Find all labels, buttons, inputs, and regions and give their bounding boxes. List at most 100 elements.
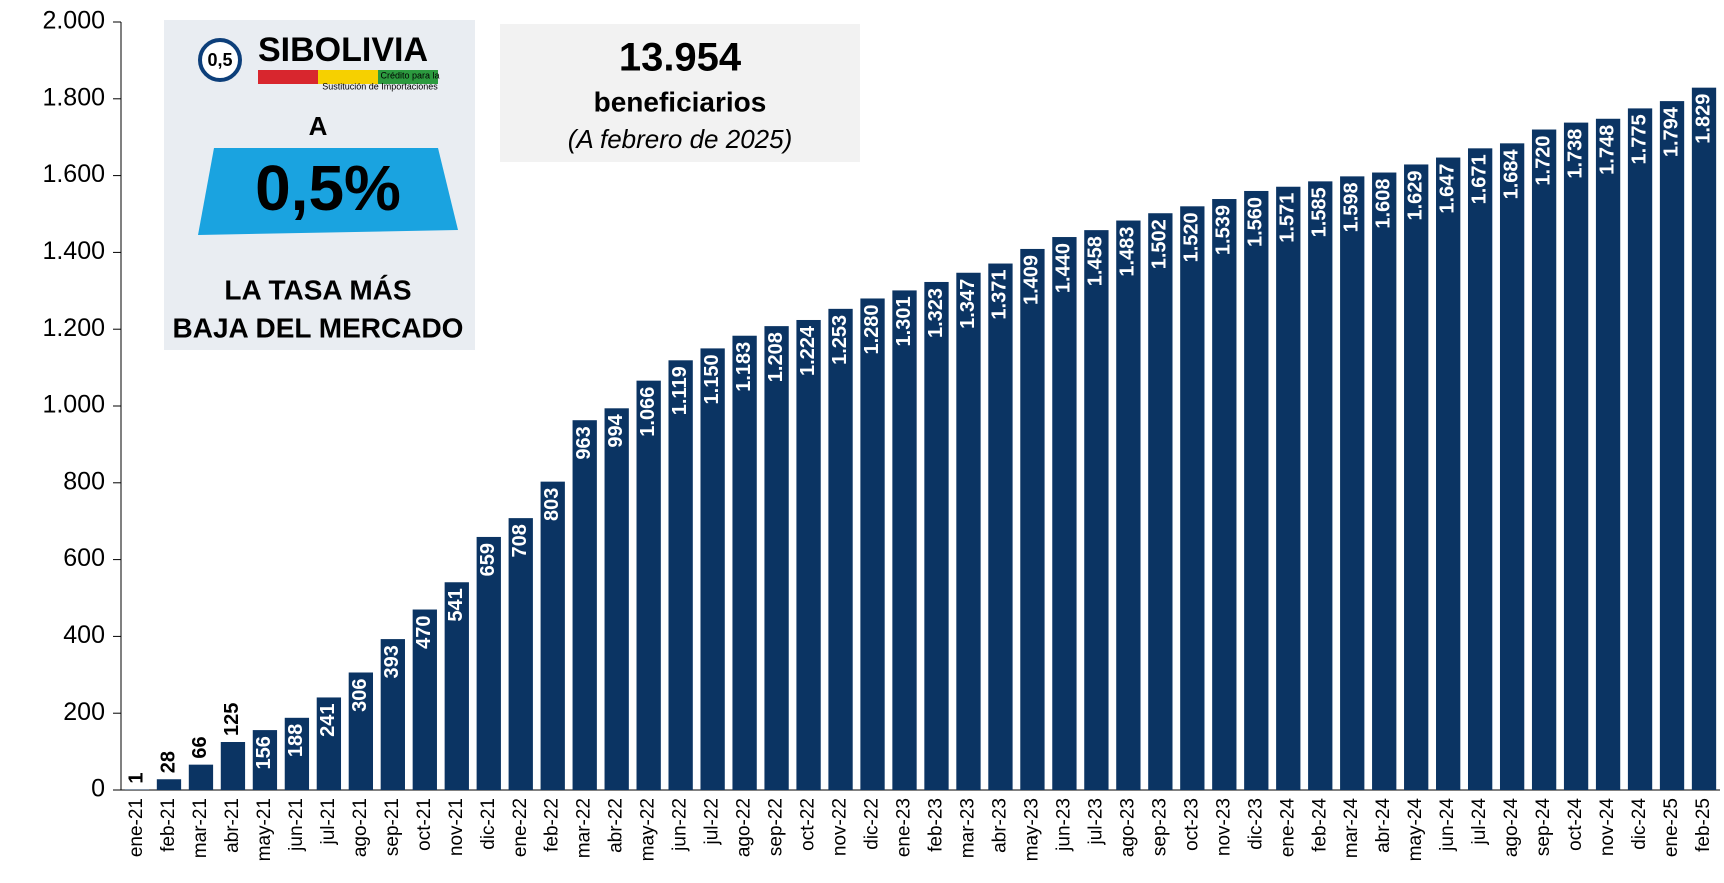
x-tick-label: oct-21: [414, 798, 435, 851]
badge-text: 0,5%: [255, 152, 401, 224]
data-label: 125: [221, 703, 243, 736]
bar: [1212, 199, 1237, 791]
data-label: 66: [189, 736, 211, 758]
bar: [348, 672, 374, 790]
bar: [1372, 172, 1397, 790]
data-label: 241: [317, 703, 339, 736]
data-label: 1.775: [1628, 114, 1650, 164]
y-tick-label: 1.600: [42, 160, 105, 188]
data-label: 1.409: [1021, 255, 1043, 305]
data-label: 1.224: [797, 325, 819, 376]
data-label: 1.684: [1500, 148, 1522, 199]
y-tick-label: 1.200: [42, 314, 105, 342]
y-tick-label: 200: [63, 698, 105, 726]
bar: [1531, 129, 1557, 790]
x-tick-label: mar-22: [574, 798, 595, 858]
x-tick-label: mar-21: [190, 798, 211, 858]
data-label: 1.347: [957, 279, 979, 329]
bar: [828, 308, 853, 790]
x-tick-label: sep-22: [766, 798, 787, 856]
bar: [1404, 164, 1429, 791]
data-label: 306: [349, 678, 371, 711]
bar: [924, 281, 949, 790]
x-tick-label: nov-24: [1597, 798, 1618, 857]
data-label: 1.598: [1341, 182, 1363, 232]
x-tick-label: ene-22: [510, 798, 531, 857]
badge-text: SIBOLIVIA: [258, 31, 428, 69]
bar: [444, 582, 469, 790]
summary-bg: [500, 24, 860, 162]
data-label: 1.483: [1117, 227, 1139, 277]
data-label: 1.720: [1532, 136, 1554, 186]
x-tick-label: ago-24: [1501, 798, 1522, 858]
bar: [1244, 190, 1269, 790]
bar: [700, 348, 725, 790]
summary-note: (A febrero de 2025): [568, 124, 793, 154]
x-tick-label: abr-21: [222, 798, 243, 853]
data-label: 803: [541, 488, 563, 521]
x-tick-label: may-21: [254, 798, 275, 861]
x-tick-label: abr-22: [606, 798, 627, 853]
data-label: 470: [413, 616, 435, 649]
bar: [1436, 157, 1461, 790]
x-tick-label: ago-23: [1117, 798, 1138, 857]
bar: [1084, 230, 1109, 791]
bar: [380, 639, 405, 790]
data-label: 1.748: [1596, 125, 1618, 175]
data-label: 1.502: [1149, 219, 1171, 269]
y-tick-label: 2.000: [42, 7, 105, 35]
bar: [1020, 248, 1045, 791]
bar: [508, 518, 533, 790]
data-label: 659: [477, 543, 499, 576]
data-label: 1.323: [925, 288, 947, 338]
x-tick-label: ago-21: [350, 798, 371, 857]
bar: [1627, 108, 1653, 790]
bar: [1691, 87, 1717, 790]
x-tick-label: nov-22: [830, 798, 851, 856]
x-tick-label: jul-24: [1469, 798, 1490, 846]
x-tick-label: dic-21: [478, 798, 499, 850]
x-tick-label: feb-21: [158, 798, 179, 852]
x-tick-label: jul-23: [1085, 798, 1106, 845]
bar: [1499, 143, 1525, 790]
data-label: 1.440: [1053, 243, 1075, 293]
x-tick-label: feb-23: [926, 798, 947, 852]
x-tick-label: mar-24: [1341, 798, 1362, 859]
x-tick-label: ene-24: [1277, 798, 1298, 858]
y-tick-label: 400: [63, 621, 105, 649]
badge-stripe: [258, 70, 318, 84]
data-label: 1.208: [765, 332, 787, 382]
bar: [796, 319, 821, 790]
x-tick-label: may-22: [638, 798, 659, 861]
data-label: 1.560: [1245, 197, 1267, 247]
x-tick-label: feb-25: [1693, 798, 1714, 852]
x-tick-label: jun-23: [1053, 798, 1074, 852]
data-label: 1.571: [1277, 193, 1299, 243]
x-tick-label: jul-22: [702, 798, 723, 845]
x-tick-label: may-24: [1405, 798, 1426, 862]
x-tick-label: oct-22: [798, 798, 819, 851]
badge-text: Crédito para la: [380, 70, 439, 80]
x-tick-label: dic-22: [862, 798, 883, 850]
x-tick-label: abr-24: [1373, 798, 1394, 853]
data-label: 1.738: [1564, 129, 1586, 179]
x-tick-label: jun-24: [1437, 798, 1458, 852]
data-label: 1.520: [1181, 212, 1203, 262]
data-label: 28: [157, 751, 179, 773]
summary-total: 13.954: [619, 36, 742, 80]
badge-text: Sustitución de Importaciones: [322, 81, 438, 91]
data-label: 1.253: [829, 315, 851, 365]
data-label: 1.458: [1085, 236, 1107, 286]
bar: [1052, 237, 1077, 791]
bar: [988, 263, 1013, 790]
bar: [604, 408, 629, 790]
data-label: 1.629: [1404, 170, 1426, 220]
bar: [860, 298, 885, 790]
bar: [892, 290, 917, 790]
y-tick-label: 600: [63, 544, 105, 572]
bar: [252, 730, 278, 790]
x-tick-label: feb-24: [1309, 798, 1330, 852]
x-tick-label: jun-21: [286, 798, 307, 852]
bar: [732, 335, 757, 790]
